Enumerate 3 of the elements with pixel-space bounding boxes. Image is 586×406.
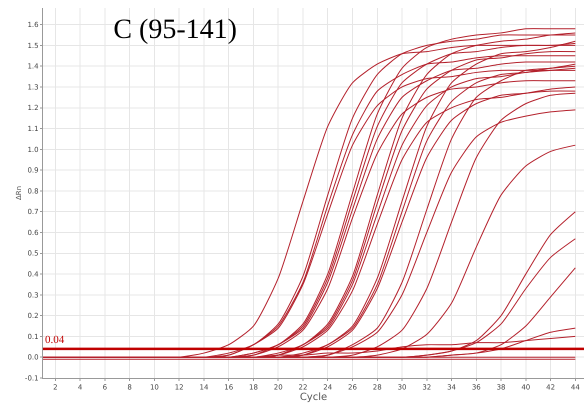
x-axis-title: Cycle bbox=[300, 392, 328, 403]
chart-title: C (95-141) bbox=[113, 14, 237, 46]
ref-line-label: 0.04 bbox=[45, 334, 65, 346]
